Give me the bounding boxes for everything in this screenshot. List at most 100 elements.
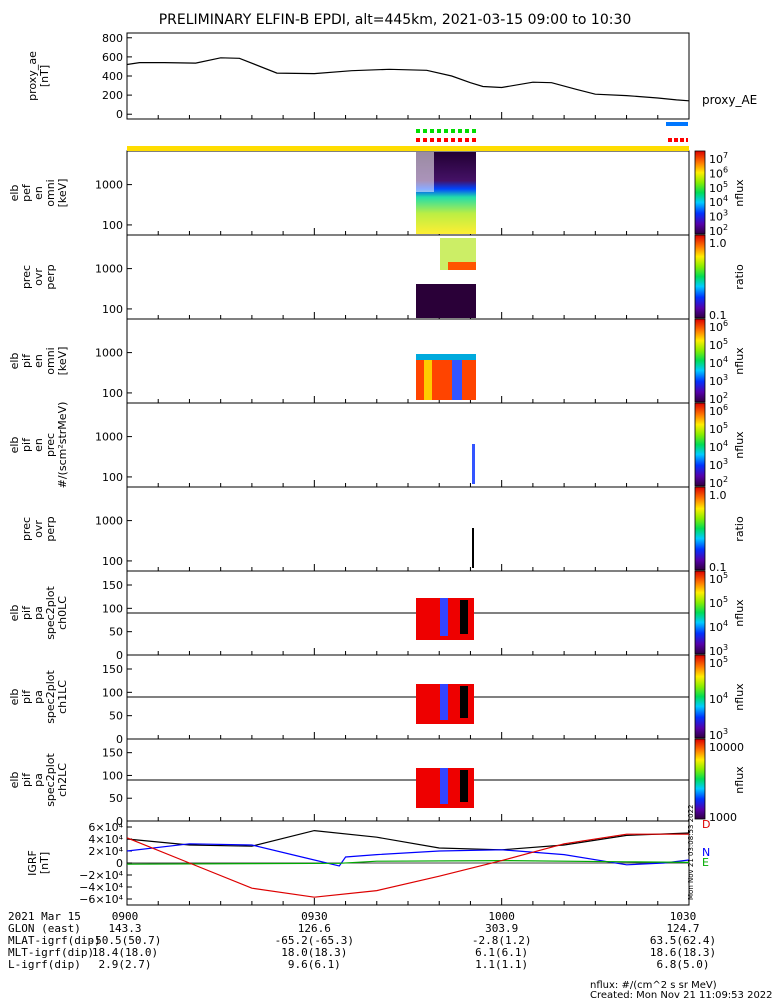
- ylabel-elb_pif_en_prec: #/(scm²strMeV): [56, 402, 69, 489]
- spectrogram-8: [416, 768, 474, 808]
- ylabel-igrf: [nT]: [38, 852, 51, 874]
- footer-cell: 1030: [670, 910, 697, 923]
- ylabel-elb_pif_en_omni: en: [32, 354, 45, 368]
- series-igrf-extra: [126, 833, 689, 898]
- colorbar-1: [694, 150, 706, 235]
- colorbar-label-prec_ovr_perp_2: ratio: [733, 516, 746, 542]
- footer-cell: 143.3: [108, 922, 141, 935]
- ytick-label-elb_pif_pa_ch0LC: 0: [116, 649, 123, 662]
- colorbar-tick-elb_pif_en_prec: 102: [709, 475, 728, 490]
- colorbar-tick-elb_pef_en_omni: 102: [709, 223, 728, 238]
- ytick-label-prec_ovr_perp_2: 1000: [95, 515, 123, 528]
- colorbar-tick-elb_pif_en_omni: 103: [709, 373, 728, 388]
- ytick-label-elb_pif_pa_ch0LC: 150: [102, 579, 123, 592]
- ylabel-prec_ovr_perp_1: prec: [20, 265, 33, 289]
- ytick-label-elb_pif_pa_ch1LC: 100: [102, 686, 123, 699]
- ytick-label-elb_pif_pa_ch2LC: 150: [102, 747, 123, 760]
- colorbar-6: [694, 570, 706, 655]
- nflux-unit-note: nflux: #/(cm^2 s sr MeV): [590, 980, 717, 991]
- colorbar-tick-prec_ovr_perp_2: 1.0: [709, 489, 727, 502]
- ytick-label-elb_pif_pa_ch0LC: 50: [109, 626, 123, 639]
- colorbar-tick-elb_pef_en_omni: 105: [709, 180, 728, 195]
- colorbar-tick-prec_ovr_perp_2: 0.1: [709, 561, 727, 574]
- ylabel-elb_pif_en_prec: elb: [8, 437, 21, 454]
- colorbar-tick-elb_pef_en_omni: 103: [709, 209, 728, 224]
- ytick-label-elb_pif_pa_ch2LC: 50: [109, 792, 123, 805]
- spectrogram-6: [416, 598, 474, 640]
- ytick-label-elb_pif_en_omni: 100: [102, 387, 123, 400]
- series-proxy-ae: [126, 57, 690, 102]
- ytick-label-elb_pif_pa_ch1LC: 50: [109, 710, 123, 723]
- ylabel-elb_pif_pa_ch0LC: ch0LC: [56, 596, 69, 630]
- ylabel-prec_ovr_perp_1: ovr: [32, 268, 45, 286]
- ylabel-elb_pif_pa_ch0LC: elb: [8, 605, 21, 622]
- ytick-label-elb_pif_en_prec: 1000: [95, 431, 123, 444]
- footer-cell: 18.0(18.3): [281, 946, 347, 959]
- ylabel-elb_pif_pa_ch2LC: pif: [20, 772, 33, 787]
- ylabel-proxy_ae: proxy_ae: [26, 51, 39, 101]
- ylabel-elb_pif_en_omni: omni: [44, 347, 57, 374]
- colorbar-2: [694, 234, 706, 319]
- created-timestamp: Created: Mon Nov 21 11:09:53 2022: [590, 990, 773, 1000]
- colorbar-7: [694, 654, 706, 739]
- ytick-label-proxy_ae: 200: [102, 89, 123, 102]
- ytick-label-igrf: −2×10⁴: [79, 869, 123, 882]
- colorbar-tick-elb_pef_en_omni: 104: [709, 194, 728, 209]
- vertical-stamp: Mon Nov 21 03:08:53 2022: [687, 805, 695, 900]
- colorbar-label-elb_pef_en_omni: nflux: [733, 179, 746, 207]
- ytick-label-prec_ovr_perp_2: 100: [102, 555, 123, 568]
- ytick-label-elb_pif_pa_ch1LC: 150: [102, 663, 123, 676]
- ylabel-proxy_ae: [nT]: [38, 65, 51, 87]
- colorbar-tick-elb_pif_en_prec: 106: [709, 403, 728, 418]
- ylabel-elb_pif_pa_ch1LC: ch1LC: [56, 680, 69, 714]
- colorbar-label-prec_ovr_perp_1: ratio: [733, 264, 746, 290]
- ylabel-elb_pef_en_omni: elb: [8, 185, 21, 202]
- colorbar-tick-elb_pif_en_prec: 105: [709, 421, 728, 436]
- plot-title: PRELIMINARY ELFIN-B EPDI, alt=445km, 202…: [159, 12, 632, 28]
- footer-row-label: L-igrf(dip): [8, 958, 81, 971]
- ylabel-elb_pif_en_omni: elb: [8, 353, 21, 370]
- ylabel-elb_pif_pa_ch2LC: ch2LC: [56, 763, 69, 797]
- colorbar-tick-elb_pif_en_omni: 105: [709, 337, 728, 352]
- ylabel-elb_pif_pa_ch1LC: elb: [8, 689, 21, 706]
- colorbar-tick-elb_pif_pa_ch0LC: 105: [709, 595, 728, 610]
- colorbar-tick-elb_pif_pa_ch0LC: 104: [709, 619, 728, 634]
- colorbar-tick-elb_pif_pa_ch2LC: 10000: [709, 741, 744, 754]
- ylabel-elb_pef_en_omni: [keV]: [56, 179, 69, 208]
- colorbar-tick-elb_pif_pa_ch0LC: 105: [709, 571, 728, 586]
- ytick-label-igrf: 4×10⁴: [88, 833, 123, 846]
- panel-frame-prec_ovr_perp_2: [126, 486, 690, 572]
- ytick-label-elb_pif_pa_ch2LC: 0: [116, 815, 123, 828]
- spectrogram-4: [472, 444, 475, 484]
- colorbar-tick-prec_ovr_perp_1: 1.0: [709, 237, 727, 250]
- ylabel-prec_ovr_perp_1: perp: [44, 264, 57, 289]
- spectrogram-3: [416, 320, 476, 400]
- ytick-label-proxy_ae: 800: [102, 32, 123, 45]
- colorbar-5: [694, 486, 706, 571]
- footer-cell: 63.5(62.4): [650, 934, 716, 947]
- ytick-label-igrf: −4×10⁴: [79, 881, 123, 894]
- ylabel-elb_pif_pa_ch1LC: spec2plot: [44, 670, 57, 724]
- colorbar-tick-prec_ovr_perp_1: 0.1: [709, 309, 727, 322]
- colorbar-tick-elb_pef_en_omni: 107: [709, 151, 728, 166]
- ytick-label-elb_pif_pa_ch0LC: 100: [102, 602, 123, 615]
- ylabel-elb_pif_en_prec: en: [32, 438, 45, 452]
- ylabel-elb_pif_pa_ch1LC: pif: [20, 689, 33, 704]
- colorbar-8: [694, 738, 706, 820]
- footer-cell: 303.9: [485, 922, 518, 935]
- ytick-label-prec_ovr_perp_1: 1000: [95, 263, 123, 276]
- ylabel-elb_pif_pa_ch2LC: elb: [8, 772, 21, 789]
- igrf-label-e: E: [702, 856, 709, 869]
- ytick-label-igrf: 6×10⁴: [88, 821, 123, 834]
- ylabel-elb_pif_en_omni: [keV]: [56, 347, 69, 376]
- ylabel-elb_pif_pa_ch0LC: spec2plot: [44, 586, 57, 640]
- ylabel-elb_pif_pa_ch2LC: pa: [32, 773, 45, 787]
- colorbar-tick-elb_pif_en_omni: 104: [709, 355, 728, 370]
- ylabel-elb_pif_pa_ch2LC: spec2plot: [44, 753, 57, 807]
- ytick-label-proxy_ae: 0: [116, 108, 123, 121]
- colorbar-label-elb_pif_pa_ch2LC: nflux: [733, 766, 746, 794]
- ytick-label-proxy_ae: 600: [102, 51, 123, 64]
- ylabel-elb_pif_en_omni: pif: [20, 353, 33, 368]
- ylabel-elb_pif_pa_ch1LC: pa: [32, 690, 45, 704]
